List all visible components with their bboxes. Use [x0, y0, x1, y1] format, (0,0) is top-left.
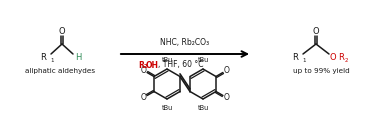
Text: 1: 1 [302, 57, 305, 62]
Text: tBu: tBu [161, 57, 173, 63]
Text: 1: 1 [50, 57, 54, 62]
Text: O: O [224, 93, 230, 102]
Text: 2: 2 [345, 57, 348, 62]
Text: tBu: tBu [161, 105, 173, 111]
Text: tBu: tBu [198, 105, 208, 111]
Text: O: O [330, 53, 337, 61]
Text: O: O [140, 93, 146, 102]
Text: tBu: tBu [198, 57, 208, 63]
Text: O: O [313, 26, 319, 36]
Text: O: O [59, 26, 65, 36]
Text: O: O [224, 66, 230, 75]
Text: R: R [338, 53, 344, 61]
Text: up to 99% yield: up to 99% yield [293, 68, 349, 74]
Text: O: O [140, 66, 146, 75]
Text: R: R [292, 53, 298, 61]
Text: H: H [75, 53, 81, 61]
Text: aliphatic aldehydes: aliphatic aldehydes [25, 68, 95, 74]
Text: , THF, 60 °C: , THF, 60 °C [158, 60, 204, 70]
Text: NHC, Rb₂CO₃: NHC, Rb₂CO₃ [161, 39, 210, 48]
Text: R: R [138, 60, 144, 70]
Text: 2: 2 [144, 64, 147, 69]
Text: R: R [40, 53, 46, 61]
Text: OH: OH [146, 60, 159, 70]
